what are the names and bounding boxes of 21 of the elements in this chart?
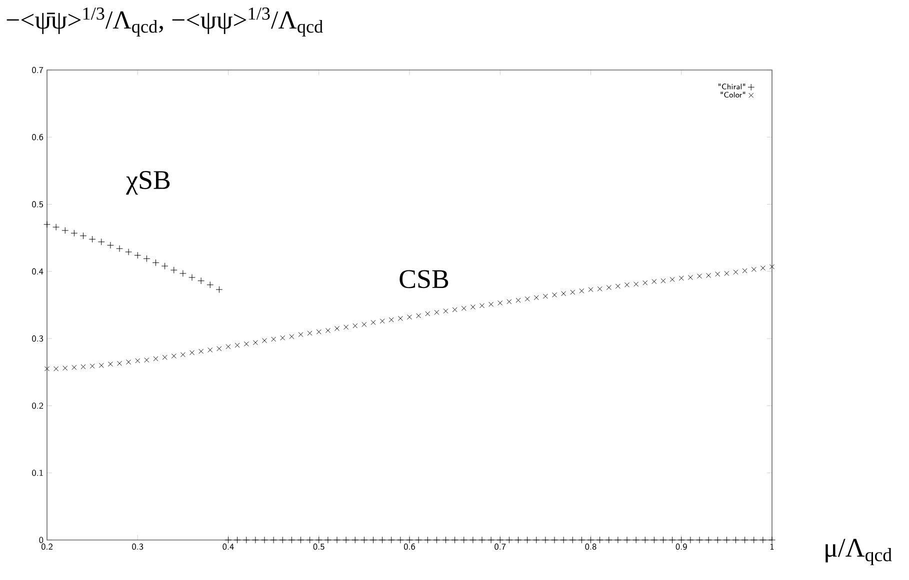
x-tick-label: 1	[770, 544, 774, 550]
x-tick-label: 0.4	[222, 544, 234, 550]
annotation: χSB	[126, 171, 170, 195]
x-tick-label: 0.2	[41, 544, 52, 550]
x-tick-label: 0.5	[313, 544, 324, 550]
x-tick-label: 0.3	[132, 544, 144, 550]
y-tick-label: 0.3	[32, 335, 44, 342]
y-tick-label: 0.6	[32, 134, 44, 140]
x-axis-title: μ/Λ$_{qcd}$	[826, 538, 892, 566]
y-tick-label: 0.5	[32, 201, 44, 208]
x-tick-label: 0.7	[494, 544, 506, 550]
x-tick-label: 0.8	[585, 544, 596, 550]
y-tick-label: 0.2	[32, 402, 44, 409]
y-tick-label: 0.1	[32, 470, 43, 476]
x-tick-label: 0.6	[404, 544, 416, 550]
y-tick-label: 0.7	[32, 66, 44, 74]
y-tick-label: 0.4	[32, 268, 44, 275]
y-axis-title: −<ψ̄ψ>$^{1/3}$/Λ$_{qcd}$, −<ψψ>$^{1/3}$/Λ$_{qcd}$	[6, 8, 323, 36]
y-tick-label: 0	[39, 536, 44, 544]
x-tick-label: 0.9	[676, 544, 687, 550]
annotation: CSB	[400, 270, 448, 288]
